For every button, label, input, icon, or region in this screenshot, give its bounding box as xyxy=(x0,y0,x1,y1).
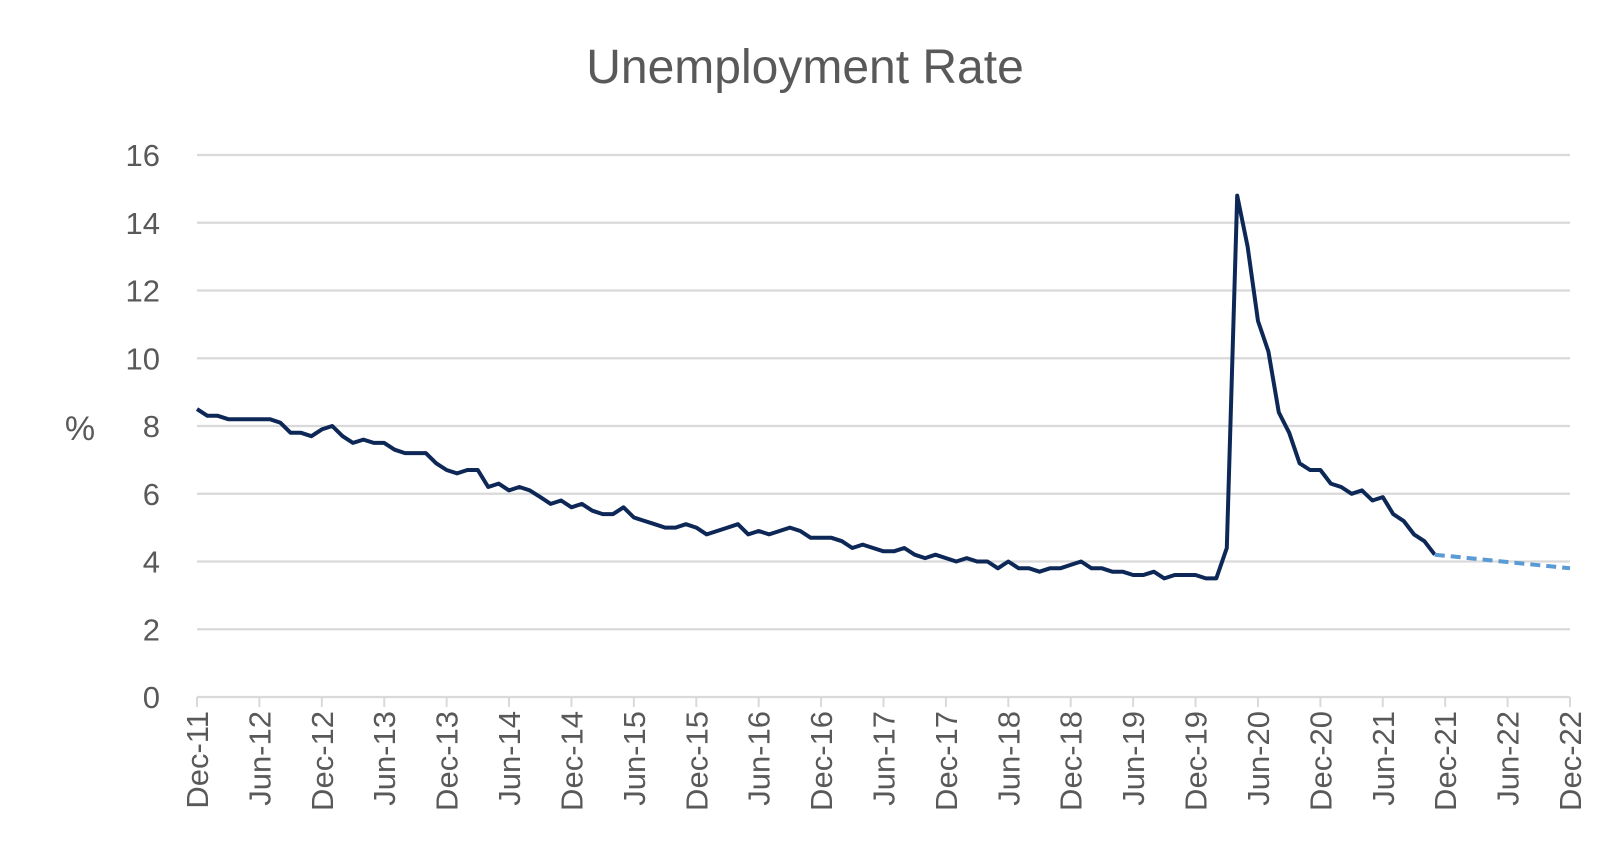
x-tick-label: Dec-19 xyxy=(1179,711,1214,811)
actual-series-line xyxy=(195,193,1437,581)
x-tick-label: Jun-17 xyxy=(867,711,902,806)
x-tick-label: Dec-21 xyxy=(1428,711,1463,811)
x-tick-labels: Dec-11 Jun-12 Dec-12 Jun-13 Dec-13 Jun-14 Dec-… xyxy=(180,711,1588,811)
y-tick-label: 16 xyxy=(126,138,160,173)
x-tick-label: Dec-22 xyxy=(1553,711,1588,811)
series-lines xyxy=(195,193,1571,581)
x-tick-label: Dec-11 xyxy=(180,711,215,809)
x-tick-label: Dec-14 xyxy=(554,711,589,811)
chart-title: Unemployment Rate xyxy=(586,41,1024,94)
gridlines xyxy=(197,153,1570,631)
x-tick-label: Dec-16 xyxy=(804,711,839,811)
y-tick-labels: 0 2 4 6 8 10 12 14 16 xyxy=(126,138,160,715)
x-tick-label: Jun-22 xyxy=(1491,711,1526,806)
y-tick-label: 6 xyxy=(143,477,160,512)
x-tick-label: Jun-15 xyxy=(617,711,652,806)
x-tick-label: Jun-12 xyxy=(242,711,277,806)
x-tick-label: Dec-13 xyxy=(430,711,465,811)
x-tick-label: Dec-18 xyxy=(1054,711,1089,811)
x-tick-label: Dec-12 xyxy=(305,711,340,811)
y-tick-label: 2 xyxy=(143,612,160,647)
x-tick-label: Jun-19 xyxy=(1116,711,1151,806)
x-tick-label: Jun-20 xyxy=(1241,711,1276,806)
x-tick-label: Jun-16 xyxy=(742,711,777,806)
x-tick-label: Dec-15 xyxy=(679,711,714,811)
y-tick-label: 0 xyxy=(143,680,160,715)
y-tick-label: 12 xyxy=(126,274,160,309)
x-tick-label: Dec-17 xyxy=(929,711,964,811)
x-tick-label: Dec-20 xyxy=(1303,711,1338,811)
y-tick-label: 4 xyxy=(143,545,160,580)
x-tick-label: Jun-21 xyxy=(1366,711,1401,806)
x-tick-label: Jun-14 xyxy=(492,711,527,806)
y-tick-label: 14 xyxy=(126,206,160,241)
y-tick-label: 10 xyxy=(126,341,160,376)
y-tick-label: 8 xyxy=(143,409,160,444)
x-tick-label: Jun-13 xyxy=(367,711,402,806)
y-axis-label: % xyxy=(65,410,95,448)
forecast-series-line xyxy=(1434,552,1571,571)
x-tick-label: Jun-18 xyxy=(991,711,1026,806)
x-axis xyxy=(196,695,1571,707)
